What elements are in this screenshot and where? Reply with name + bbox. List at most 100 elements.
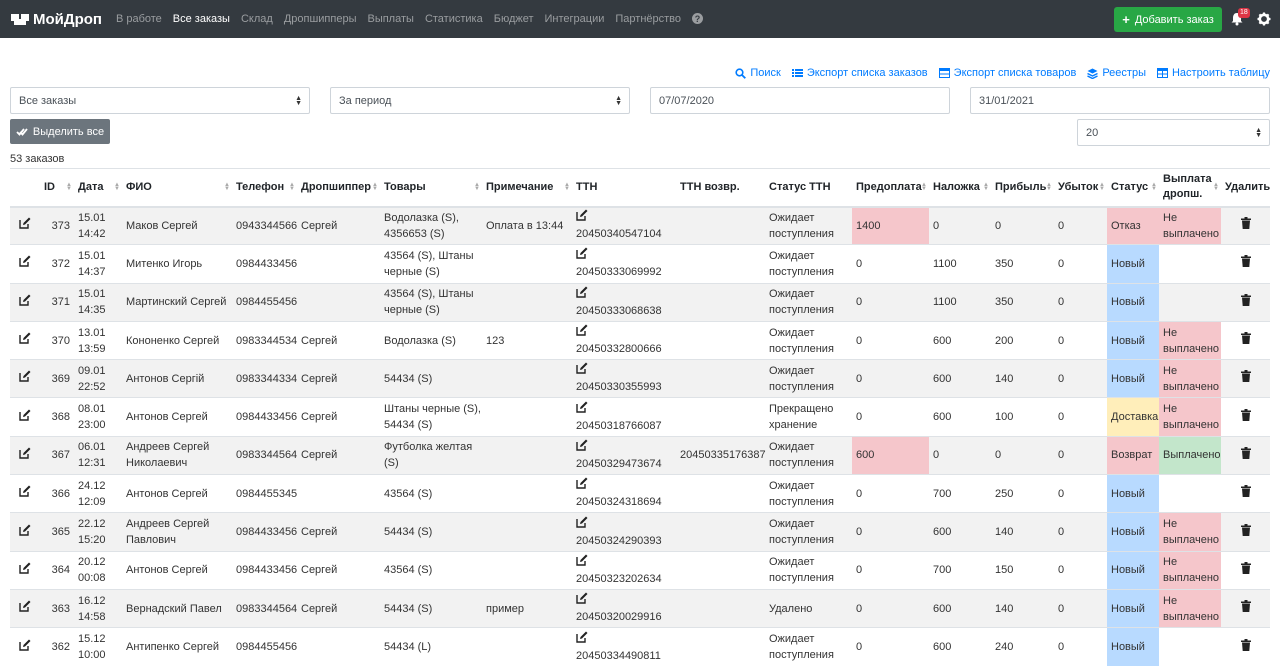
edit-ttn-icon[interactable]	[576, 631, 588, 648]
col-header-ttn-status[interactable]: Статус ТТН	[765, 168, 852, 208]
date-to-input[interactable]: 31/01/2021	[970, 87, 1270, 114]
col-header-note[interactable]: Примечание ▲ ▼	[482, 168, 572, 208]
grid-icon	[1156, 68, 1168, 78]
nav-item-warehouse[interactable]: Склад	[240, 13, 273, 25]
edit-icon[interactable]	[19, 255, 31, 270]
nav-item-all-orders[interactable]: Все заказы	[172, 13, 230, 25]
search-link[interactable]: Поиск	[735, 67, 781, 79]
col-header-goods[interactable]: Товары ▲ ▼	[380, 168, 482, 208]
col-header-delete: Удалить	[1221, 168, 1270, 208]
edit-icon[interactable]	[19, 600, 31, 615]
trash-icon[interactable]	[1240, 408, 1251, 424]
registries-link[interactable]: Реестры	[1087, 67, 1146, 79]
nav-item-budget[interactable]: Бюджет	[493, 13, 534, 25]
edit-icon[interactable]	[19, 485, 31, 500]
edit-ttn-icon[interactable]	[576, 516, 588, 533]
col-header-profit[interactable]: Прибыль ▲ ▼	[991, 168, 1054, 208]
cell-prepay: 0	[852, 244, 929, 284]
trash-icon[interactable]	[1240, 293, 1251, 309]
table-row[interactable]: 368 08.01 23:00 Антонов Сергей 0984433456 Се…	[10, 397, 1270, 437]
table-row[interactable]: 366 24.12 12:09 Антонов Сергей 0984455345 43…	[10, 474, 1270, 513]
payout-value: Выплачено	[1163, 449, 1221, 462]
col-header-dropshipper[interactable]: Дропшиппер ▲ ▼	[297, 168, 380, 208]
trash-icon[interactable]	[1240, 523, 1251, 539]
edit-icon[interactable]	[19, 639, 31, 654]
notification-badge: 18	[1238, 8, 1250, 18]
edit-icon[interactable]	[19, 294, 31, 309]
col-header-phone[interactable]: Телефон ▲ ▼	[232, 168, 297, 208]
gear-icon[interactable]	[1257, 12, 1271, 26]
edit-ttn-icon[interactable]	[576, 477, 588, 494]
orders-filter-select[interactable]: Все заказы ▲ ▼	[10, 87, 310, 114]
export-goods-link[interactable]: Экспорт списка товаров	[938, 67, 1076, 79]
table-row[interactable]: 367 06.01 12:31 Андреев Сергей Николаевич 0…	[10, 435, 1270, 475]
trash-icon[interactable]	[1240, 561, 1251, 577]
cell-note: Оплата в 13:44	[482, 205, 572, 245]
col-header-ttn-return[interactable]: ТТН возвр.	[676, 168, 765, 208]
edit-icon[interactable]	[19, 524, 31, 539]
col-header-ttn[interactable]: ТТН	[572, 168, 676, 208]
edit-ttn-icon[interactable]	[576, 324, 588, 341]
edit-icon[interactable]	[19, 409, 31, 424]
brand[interactable]: МойДроп	[11, 11, 102, 28]
trash-icon[interactable]	[1240, 485, 1251, 500]
cell-ttn: 20450333068638	[572, 282, 676, 322]
table-row[interactable]: 373 15.01 14:42 Маков Сергей 0943344566 Серг…	[10, 205, 1270, 245]
trash-icon[interactable]	[1240, 255, 1251, 270]
cell-status: Новый	[1107, 474, 1159, 513]
configure-table-link[interactable]: Настроить таблицу	[1156, 67, 1270, 79]
loss-value: 0	[1058, 372, 1065, 385]
trash-icon[interactable]	[1240, 638, 1251, 654]
col-header-status[interactable]: Статус ▲ ▼	[1107, 168, 1159, 208]
edit-ttn-icon[interactable]	[576, 209, 588, 226]
nav-item-integrations[interactable]: Интеграции	[544, 13, 605, 25]
col-header-fio[interactable]: ФИО ▲ ▼	[122, 168, 232, 208]
ttn-value: 20450332800666	[576, 343, 662, 356]
col-header-cod[interactable]: Наложка ▲ ▼	[929, 168, 991, 208]
edit-icon[interactable]	[19, 562, 31, 577]
select-all-button[interactable]: Выделить все	[10, 119, 110, 144]
edit-icon[interactable]	[19, 447, 31, 462]
nav-item-partnership[interactable]: Партнёрство	[615, 13, 681, 25]
table-row[interactable]: 369 09.01 22:52 Антонов Сергій 0983344334 Се…	[10, 359, 1270, 398]
edit-ttn-icon[interactable]	[576, 401, 588, 418]
trash-icon[interactable]	[1240, 446, 1251, 462]
edit-ttn-icon[interactable]	[576, 362, 588, 379]
trash-icon[interactable]	[1240, 370, 1251, 385]
edit-icon[interactable]	[19, 217, 31, 232]
table-row[interactable]: 371 15.01 14:35 Мартинский Сергей 098445545…	[10, 282, 1270, 322]
edit-ttn-icon[interactable]	[576, 286, 588, 303]
table-row[interactable]: 370 13.01 13:59 Кононенко Сергей 0983344534…	[10, 320, 1270, 360]
table-row[interactable]: 365 22.12 15:20 Андреев Сергей Павлович 098…	[10, 512, 1270, 552]
nav-item-dropshippers[interactable]: Дропшипперы	[283, 13, 357, 25]
question-circle-icon[interactable]: ?	[692, 13, 703, 24]
cell-ttn: 20450320029916	[572, 588, 676, 628]
trash-icon[interactable]	[1240, 332, 1251, 347]
edit-icon[interactable]	[19, 332, 31, 347]
add-order-button[interactable]: + Добавить заказ	[1114, 7, 1222, 32]
trash-icon[interactable]	[1240, 217, 1251, 232]
edit-ttn-icon[interactable]	[576, 247, 588, 264]
col-header-prepay[interactable]: Предоплата ▲ ▼	[852, 168, 929, 208]
col-header-loss[interactable]: Убыток ▲ ▼	[1054, 168, 1107, 208]
nav-item-payouts[interactable]: Выплаты	[367, 13, 414, 25]
per-page-select[interactable]: 20 ▲ ▼	[1077, 119, 1270, 146]
period-select[interactable]: За период ▲ ▼	[330, 87, 630, 114]
edit-ttn-icon[interactable]	[576, 592, 588, 609]
nav-item-in-work[interactable]: В работе	[115, 13, 162, 25]
cell-fio: Андреев Сергей Павлович	[122, 512, 232, 552]
edit-ttn-icon[interactable]	[576, 439, 588, 456]
col-header-id[interactable]: ID ▲ ▼	[40, 168, 74, 208]
col-header-date[interactable]: Дата ▲ ▼	[74, 168, 122, 208]
edit-icon[interactable]	[19, 370, 31, 385]
nav-item-statistics[interactable]: Статистика	[424, 13, 483, 25]
col-header-payout[interactable]: Выплата дропш. ▲ ▼	[1159, 168, 1221, 208]
table-row[interactable]: 363 16.12 14:58 Вернадский Павел 0983344564…	[10, 588, 1270, 628]
table-row[interactable]: 372 15.01 14:37 Митенко Игорь 0984433456 435…	[10, 244, 1270, 284]
trash-icon[interactable]	[1240, 600, 1251, 615]
table-row[interactable]: 362 15.12 10:00 Антипенко Сергей 0984455456…	[10, 627, 1270, 666]
edit-ttn-icon[interactable]	[576, 554, 588, 571]
export-orders-link[interactable]: Экспорт списка заказов	[791, 67, 928, 79]
date-from-input[interactable]: 07/07/2020	[650, 87, 950, 114]
table-row[interactable]: 364 20.12 00:08 Антонов Сергей 0984433456 Се…	[10, 550, 1270, 590]
